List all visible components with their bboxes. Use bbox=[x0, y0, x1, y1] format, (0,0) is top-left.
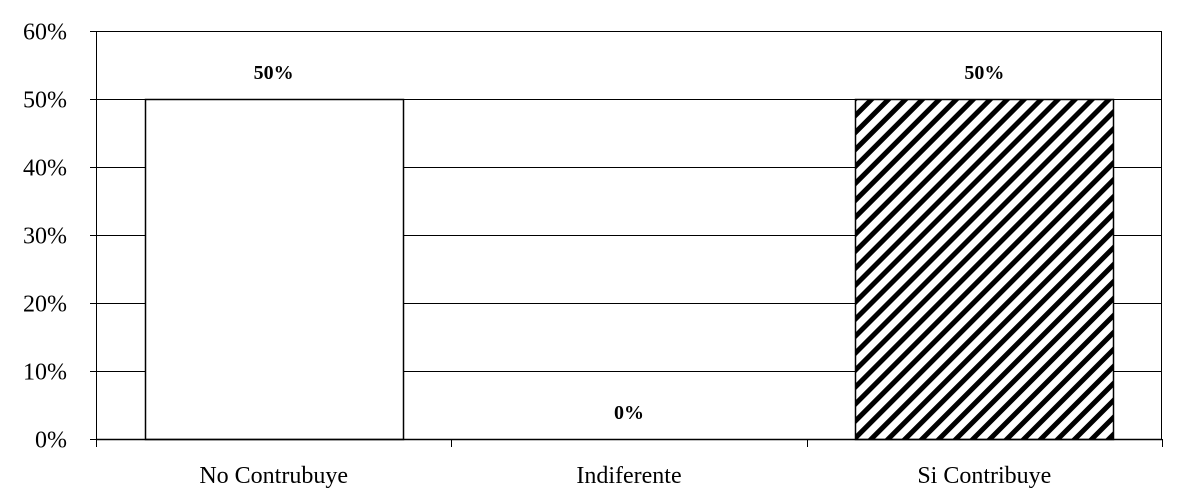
data-label: 0% bbox=[614, 402, 644, 424]
bar-si-contribuye bbox=[854, 98, 1115, 441]
labels: 0% 10% 20% 30% 40% 50% 60% 50% No Contrubuye 0% In… bbox=[23, 20, 1051, 490]
x-category-label: Si Contribuye bbox=[917, 463, 1051, 489]
x-category-label: No Contrubuye bbox=[199, 463, 348, 489]
data-label: 50% bbox=[964, 62, 1004, 84]
y-tick-label: 40% bbox=[23, 156, 67, 182]
y-tick-label: 10% bbox=[23, 360, 67, 386]
y-tick-label: 20% bbox=[23, 292, 67, 318]
y-tick-label: 60% bbox=[23, 20, 67, 46]
y-tick-label: 0% bbox=[35, 428, 67, 454]
data-label: 50% bbox=[254, 62, 294, 84]
axes bbox=[90, 31, 1163, 447]
x-category-label: Indiferente bbox=[576, 463, 681, 489]
y-tick-label: 30% bbox=[23, 224, 67, 250]
y-tick-label: 50% bbox=[23, 88, 67, 114]
bar-no-contrubuye bbox=[144, 98, 405, 441]
bars bbox=[144, 98, 1115, 441]
